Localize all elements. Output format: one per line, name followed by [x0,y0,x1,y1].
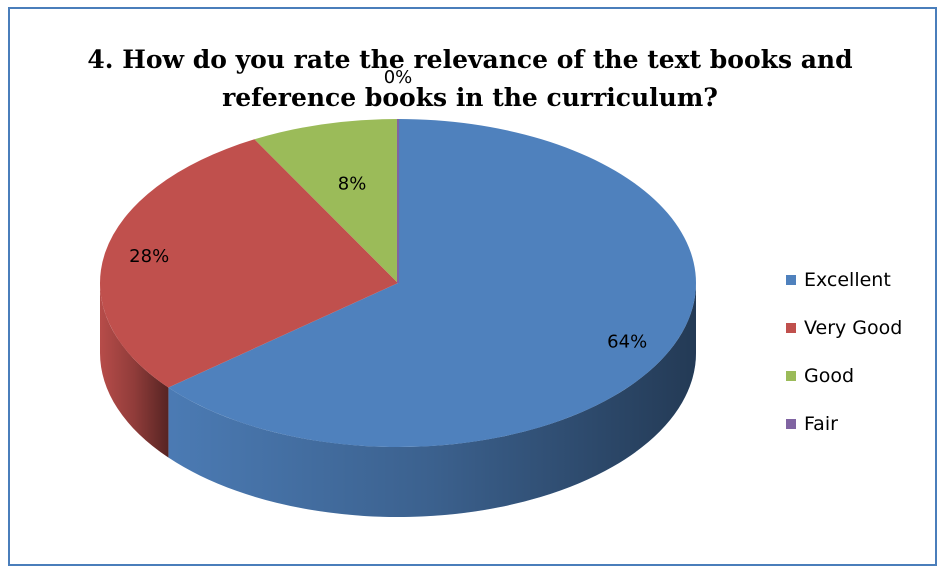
data-label-excellent: 64% [607,331,647,352]
data-label-fair: 0% [384,67,413,88]
legend-swatch-good [786,371,796,381]
pie-data-labels: 64% 28% 8% 0% [129,67,647,352]
data-label-good: 8% [338,174,367,195]
legend-item-very-good: Very Good [786,304,902,352]
legend-item-excellent: Excellent [786,256,902,304]
pie-slice-excellent [168,119,696,448]
legend-swatch-excellent [786,275,796,285]
legend-swatch-very-good [786,323,796,333]
pie-slice-very-good [99,139,398,388]
legend-item-fair: Fair [786,400,902,448]
legend: Excellent Very Good Good Fair [786,256,902,448]
pie-sides [100,283,696,517]
legend-label-very-good: Very Good [804,317,903,339]
legend-label-excellent: Excellent [804,269,891,291]
pie-side-shade-excellent [168,283,696,517]
chart-title-line-2: reference books in the curriculum? [222,83,718,112]
legend-label-fair: Fair [804,413,838,435]
pie-slices [99,119,696,448]
chart-title-line-1: 4. How do you rate the relevance of the … [87,45,853,74]
pie-slice-good [254,119,398,283]
data-label-very-good: 28% [129,246,169,267]
chart-title: 4. How do you rate the relevance of the … [30,41,910,117]
legend-item-good: Good [786,352,902,400]
pie-side-shade-very-good [100,283,169,458]
legend-swatch-fair [786,419,796,429]
legend-label-good: Good [804,365,855,387]
